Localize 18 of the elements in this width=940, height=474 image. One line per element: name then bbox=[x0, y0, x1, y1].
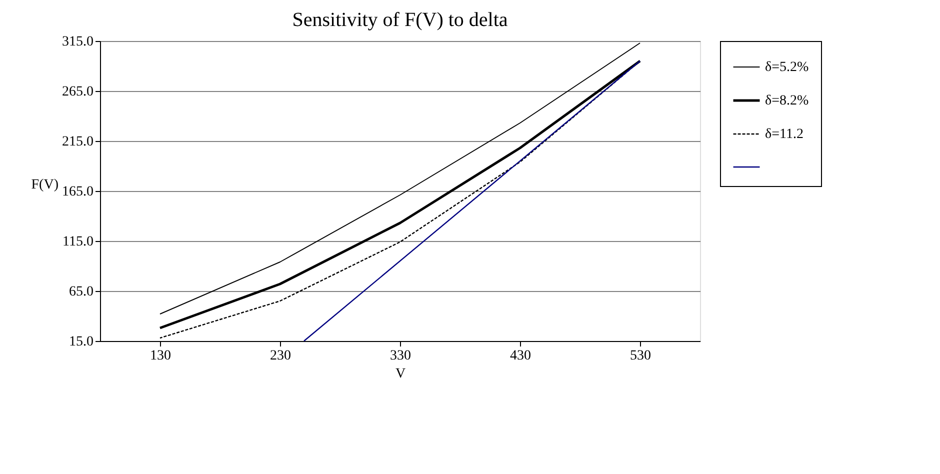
x-tick-label: 430 bbox=[510, 348, 531, 364]
chart-title: Sensitivity of F(V) to delta bbox=[292, 9, 508, 31]
y-tick-label: 15.0 bbox=[69, 334, 94, 350]
legend-label: δ=11.2 bbox=[765, 127, 804, 142]
y-axis-title: F(V) bbox=[31, 178, 59, 192]
legend-label: δ=8.2% bbox=[765, 94, 809, 108]
y-tick-label: 65.0 bbox=[69, 284, 94, 300]
y-tick-label: 265.0 bbox=[62, 84, 94, 100]
x-tick-label: 130 bbox=[150, 348, 171, 364]
y-tick-label: 165.0 bbox=[62, 184, 94, 200]
x-tick-label: 230 bbox=[270, 348, 291, 364]
x-tick-label: 530 bbox=[630, 348, 651, 364]
x-axis-title: V bbox=[395, 366, 406, 382]
legend-label: δ=5.2% bbox=[765, 60, 809, 75]
y-tick-label: 215.0 bbox=[62, 134, 94, 150]
y-tick-label: 315.0 bbox=[62, 34, 94, 50]
x-tick-label: 330 bbox=[390, 348, 411, 364]
y-tick-label: 115.0 bbox=[62, 234, 94, 250]
